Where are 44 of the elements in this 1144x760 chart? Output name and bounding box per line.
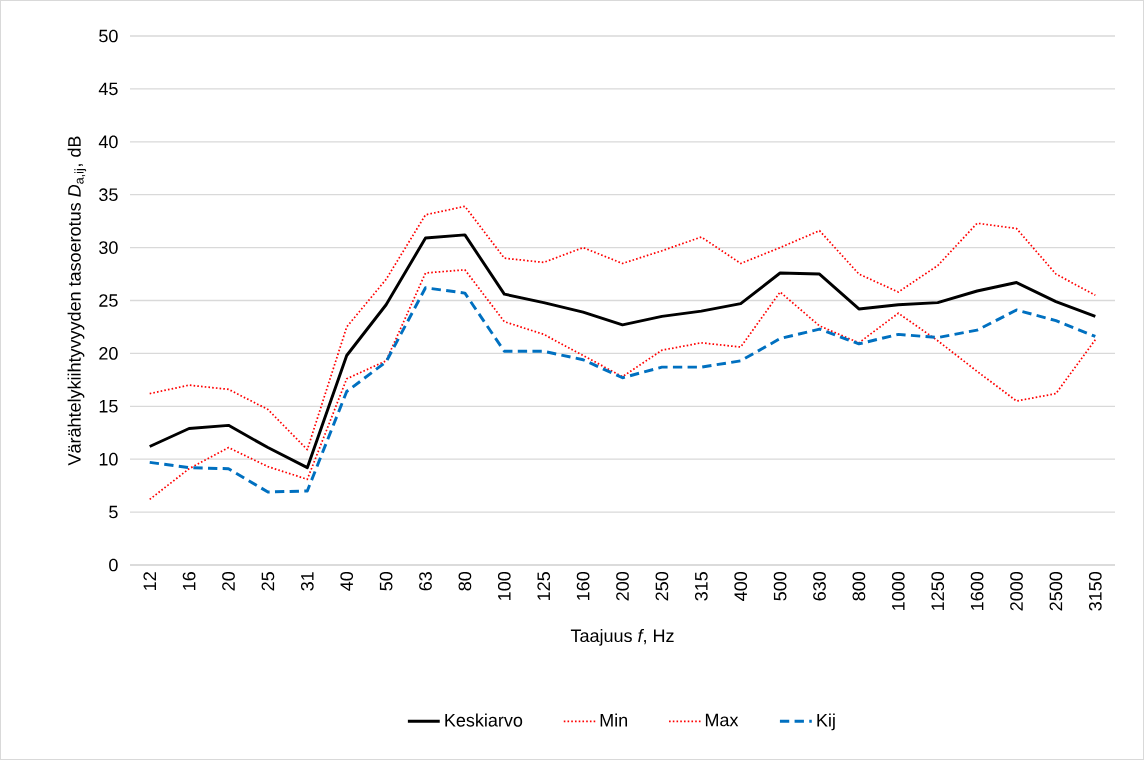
x-tick-label: 500: [773, 571, 787, 601]
x-tick-label: 400: [734, 571, 748, 601]
x-tick-label: 16: [182, 572, 196, 590]
legend-label: Keskiarvo: [445, 713, 523, 727]
x-tick-label: 200: [616, 571, 629, 601]
y-tick-label: 45: [98, 82, 118, 96]
x-tick-label: 31: [300, 572, 314, 591]
x-tick-label: 25: [261, 572, 275, 591]
x-tick-label: 1250: [931, 571, 945, 610]
x-tick-label: 12: [143, 572, 156, 590]
legend-label: Kij: [817, 713, 835, 731]
x-tick-label: 2500: [1049, 571, 1063, 611]
y-tick-label: 30: [99, 241, 118, 254]
x-tick-label: 160: [576, 571, 590, 600]
x-tick-label: 3150: [1088, 571, 1102, 611]
x-tick-label: 40: [340, 571, 354, 591]
x-tick-label: 1000: [891, 571, 905, 610]
y-axis-title: Värähtelykiihtyvyyden tasoerotus D$_{a,ij}$, dB: [67, 136, 87, 466]
x-tick-label: 250: [655, 571, 669, 601]
legend-label: Max: [705, 713, 739, 727]
line-series: [148, 233, 1097, 470]
y-tick-label: 0: [109, 558, 118, 572]
y-tick-label: 15: [99, 400, 118, 413]
x-tick-label: 315: [694, 572, 708, 601]
x-tick-label: 100: [497, 571, 511, 600]
y-tick-label: 25: [99, 294, 118, 307]
line-series: [148, 205, 1097, 451]
y-tick-label: 10: [99, 452, 118, 466]
y-tick-label: 5: [109, 505, 118, 519]
y-tick-label: 35: [99, 188, 118, 202]
x-tick-label: 800: [852, 571, 866, 601]
x-tick-label: 80: [458, 571, 472, 591]
x-tick-label: 20: [222, 571, 235, 591]
x-tick-label: 63: [419, 572, 432, 591]
x-tick-label: 1600: [970, 571, 984, 610]
x-tick-label: 50: [379, 571, 393, 591]
x-tick-label: 125: [537, 572, 551, 600]
x-axis-title: Taajuus f, Hz: [570, 628, 674, 646]
y-tick-label: 20: [99, 347, 118, 360]
x-tick-label: 630: [813, 571, 826, 601]
x-tick-label: 2000: [1010, 571, 1023, 611]
y-tick-label: 40: [98, 135, 118, 149]
y-tick-label: 50: [99, 29, 118, 43]
legend-label: Min: [600, 713, 628, 727]
